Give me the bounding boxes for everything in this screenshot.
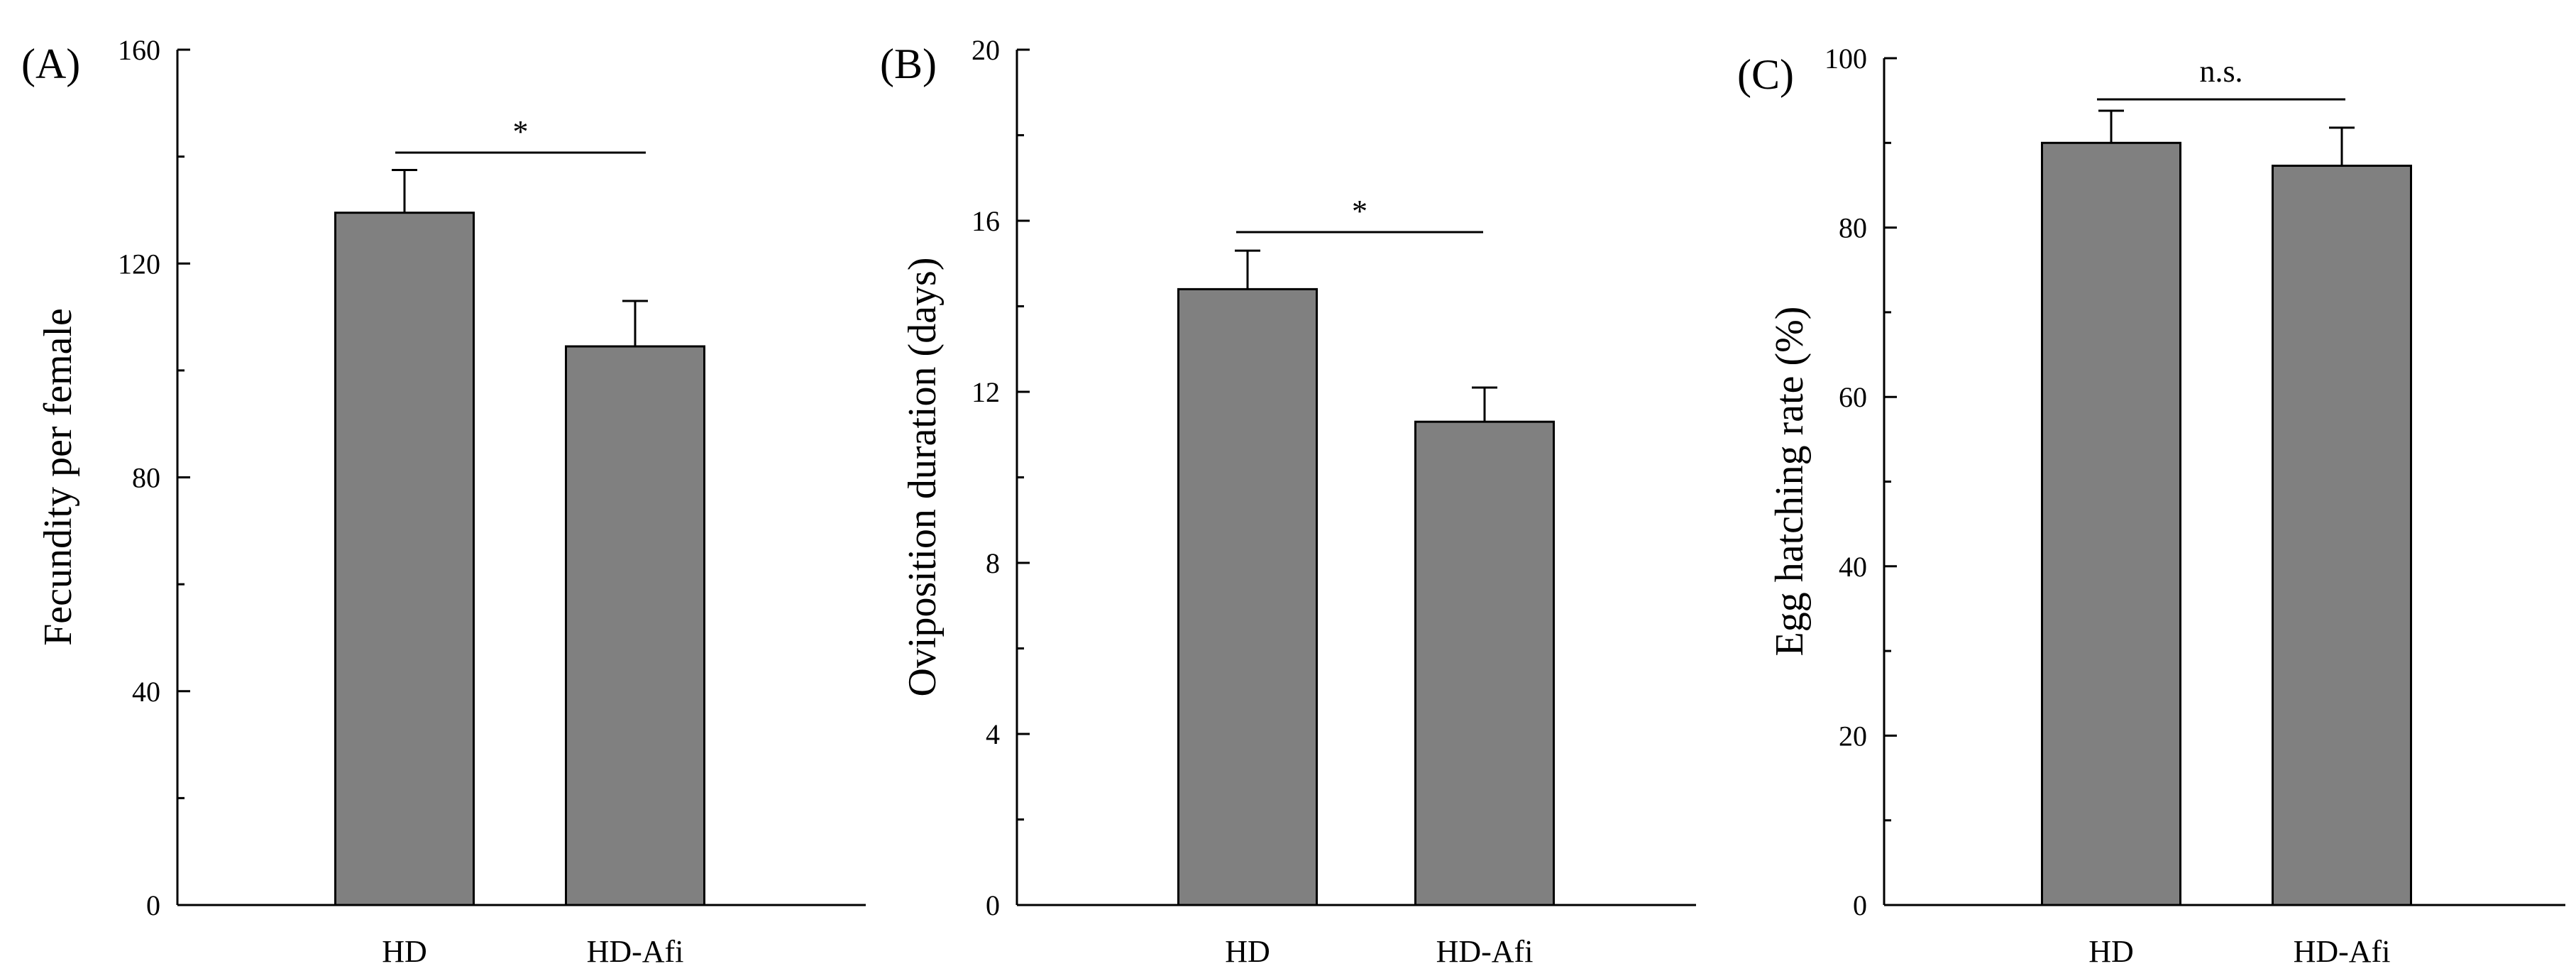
y-tick-label: 80 [132, 462, 160, 494]
y-tick-label: 20 [1839, 720, 1867, 752]
significance-label: n.s. [2199, 54, 2242, 89]
y-axis-title: Fecundity per female [36, 308, 80, 646]
y-tick-label: 60 [1839, 381, 1867, 413]
y-tick-label: 100 [1824, 43, 1867, 75]
y-tick-label: 0 [146, 889, 160, 921]
bar-hd-afi [565, 345, 705, 906]
y-tick-label: 40 [132, 676, 160, 708]
x-category-label: HD-Afi [587, 934, 684, 969]
panel-label: (A) [21, 40, 80, 87]
bar-hd-afi [2272, 165, 2412, 906]
x-category-label: HD [1225, 934, 1270, 969]
y-tick-label: 12 [971, 376, 1000, 408]
significance-label: * [513, 114, 529, 149]
y-tick-label: 16 [971, 205, 1000, 237]
x-category-label: HD-Afi [1436, 934, 1534, 969]
panel-label: (B) [880, 40, 937, 87]
panel-label: (C) [1737, 51, 1794, 98]
panel-c: 0 20 40 60 80 100 HD HD-Afi n.s. (C) Egg hatching … [1737, 43, 2565, 969]
y-tick-label: 120 [118, 248, 160, 280]
y-axis-title: Oviposition duration (days) [901, 257, 945, 696]
y-tick-label: 80 [1839, 212, 1867, 244]
y-axis-title: Egg hatching rate (%) [1768, 307, 1812, 657]
panel-a: 0 40 80 120 160 HD HD-Afi * (A) Fecundity per fem… [21, 34, 866, 969]
bar-hd [2041, 141, 2181, 906]
y-tick-label: 0 [1853, 889, 1867, 921]
significance-label: * [1352, 194, 1367, 229]
y-tick-label: 8 [986, 547, 1000, 579]
y-tick-label: 40 [1839, 551, 1867, 583]
x-category-label: HD [2088, 934, 2134, 969]
x-category-label: HD [382, 934, 427, 969]
y-tick-label: 20 [971, 34, 1000, 66]
bar-hd-afi [1414, 420, 1555, 906]
y-tick-label: 4 [986, 718, 1000, 750]
y-tick-label: 160 [118, 34, 160, 66]
panel-b: 0 4 8 12 16 20 HD HD-Afi * (B) Oviposition duratio… [880, 34, 1696, 969]
bar-hd [334, 212, 475, 906]
x-category-label: HD-Afi [2294, 934, 2391, 969]
bar-hd [1177, 287, 1318, 906]
y-tick-label: 0 [986, 889, 1000, 921]
